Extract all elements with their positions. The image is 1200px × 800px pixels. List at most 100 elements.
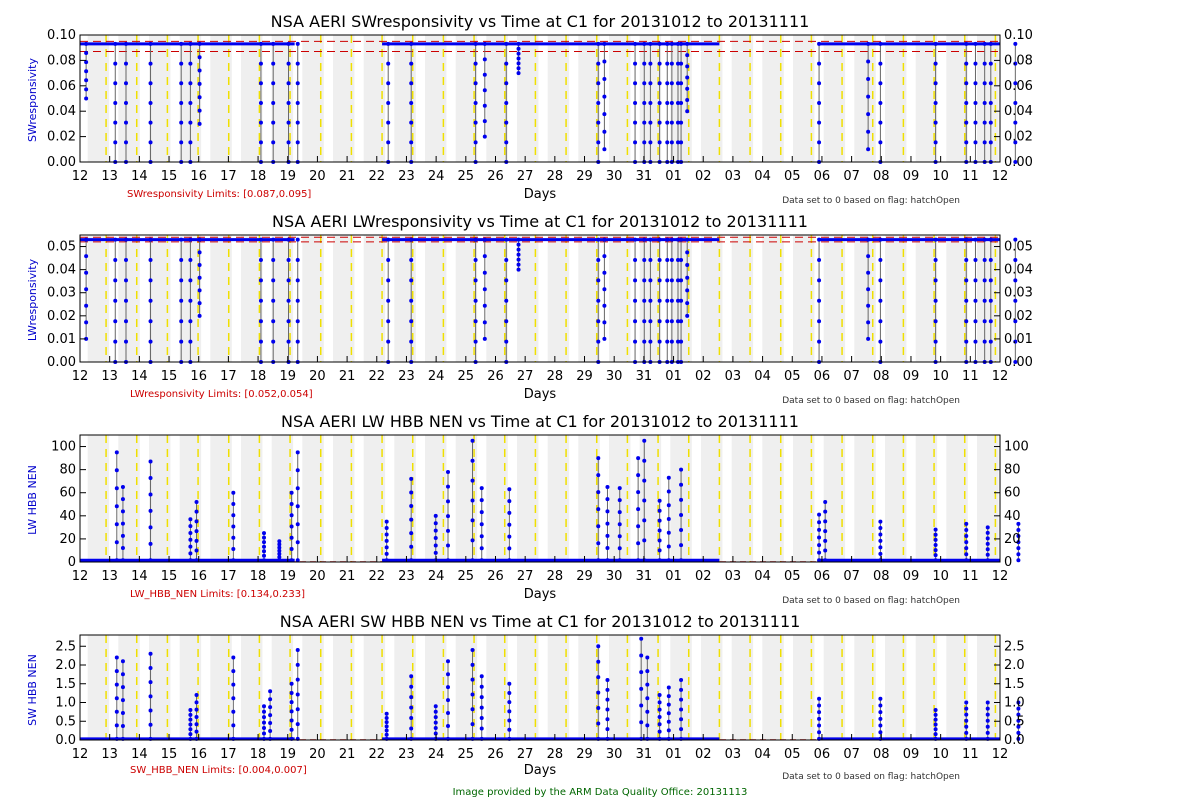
data-point — [878, 526, 883, 531]
data-point — [188, 537, 193, 542]
data-point — [685, 288, 690, 293]
plot-area — [80, 235, 1000, 362]
data-point — [933, 258, 938, 263]
data-point — [504, 319, 509, 324]
data-point — [817, 730, 822, 735]
x-tick-label: 02 — [695, 569, 712, 584]
data-point — [648, 298, 653, 303]
data-point — [602, 94, 607, 99]
day-shade — [793, 235, 815, 362]
day-shade — [333, 235, 355, 362]
data-point — [148, 100, 153, 105]
x-tick-label: 24 — [428, 369, 445, 384]
data-point — [866, 41, 871, 46]
data-point — [679, 482, 684, 487]
day-shade — [578, 235, 600, 362]
data-point — [685, 75, 690, 80]
data-point — [148, 81, 153, 86]
data-point — [679, 298, 684, 303]
data-point — [197, 313, 202, 318]
data-point — [120, 672, 125, 677]
data-point — [271, 120, 276, 125]
data-point — [479, 522, 484, 527]
x-tick-label: 21 — [339, 369, 356, 384]
data-point — [964, 140, 969, 145]
y-tick-label: 0.06 — [1004, 79, 1033, 94]
x-tick-label: 19 — [279, 169, 296, 184]
data-point — [188, 530, 193, 535]
data-point — [817, 61, 822, 66]
data-point — [666, 489, 671, 494]
data-point — [933, 61, 938, 66]
data-point — [516, 51, 521, 56]
data-point — [384, 720, 389, 725]
data-point — [666, 530, 671, 535]
data-point — [964, 319, 969, 324]
data-point — [964, 61, 969, 66]
data-point — [648, 41, 653, 46]
data-point — [633, 100, 638, 105]
x-tick-label: 31 — [636, 569, 653, 584]
data-point — [409, 490, 414, 495]
x-tick-label: 01 — [665, 169, 682, 184]
day-shade — [915, 635, 938, 740]
day-shade — [149, 35, 171, 162]
day-shade — [241, 635, 263, 740]
data-point — [470, 498, 475, 503]
data-point — [642, 319, 647, 324]
data-point — [933, 41, 938, 46]
day-shade — [118, 235, 140, 362]
data-point — [642, 458, 647, 463]
day-shade — [271, 35, 294, 162]
data-point — [988, 319, 993, 324]
data-point — [188, 120, 193, 125]
data-point — [642, 100, 647, 105]
data-point — [602, 270, 607, 275]
data-point — [669, 100, 674, 105]
data-point — [295, 648, 300, 652]
data-point — [386, 120, 391, 125]
data-point — [516, 41, 521, 46]
data-point — [286, 100, 291, 105]
data-point — [262, 704, 266, 709]
data-point — [295, 237, 300, 242]
data-point — [1016, 540, 1021, 545]
data-point — [197, 301, 202, 306]
data-point — [446, 672, 450, 677]
data-point — [148, 722, 153, 727]
data-point — [1016, 724, 1021, 729]
data-point — [988, 237, 993, 242]
day-shade — [793, 35, 815, 162]
data-point — [964, 237, 969, 242]
data-point — [384, 724, 389, 729]
day-shade — [885, 635, 907, 740]
x-tick-label: 19 — [279, 569, 296, 584]
data-point — [639, 670, 644, 675]
x-tick-label: 13 — [101, 369, 118, 384]
y-tick-label: 0.00 — [47, 155, 76, 170]
data-point — [289, 524, 294, 529]
data-point — [446, 659, 450, 664]
x-tick-label: 12 — [992, 369, 1009, 384]
data-point — [473, 61, 478, 66]
data-point — [409, 298, 414, 303]
data-point — [271, 237, 276, 242]
data-point — [277, 551, 282, 556]
y-tick-label: 0.04 — [47, 263, 76, 278]
x-tick-label: 26 — [487, 369, 504, 384]
data-point — [639, 703, 644, 708]
data-point — [973, 81, 978, 86]
data-point — [982, 319, 987, 324]
data-point — [470, 722, 475, 727]
data-point — [982, 61, 987, 66]
data-point — [409, 544, 414, 549]
data-point — [482, 72, 487, 77]
data-point — [120, 497, 125, 502]
data-point — [179, 61, 184, 66]
x-tick-label: 18 — [250, 369, 267, 384]
data-point — [817, 81, 822, 86]
data-point — [516, 262, 521, 267]
data-point — [295, 278, 300, 283]
y-tick-label: 100 — [1004, 440, 1029, 455]
data-point — [1016, 552, 1021, 557]
